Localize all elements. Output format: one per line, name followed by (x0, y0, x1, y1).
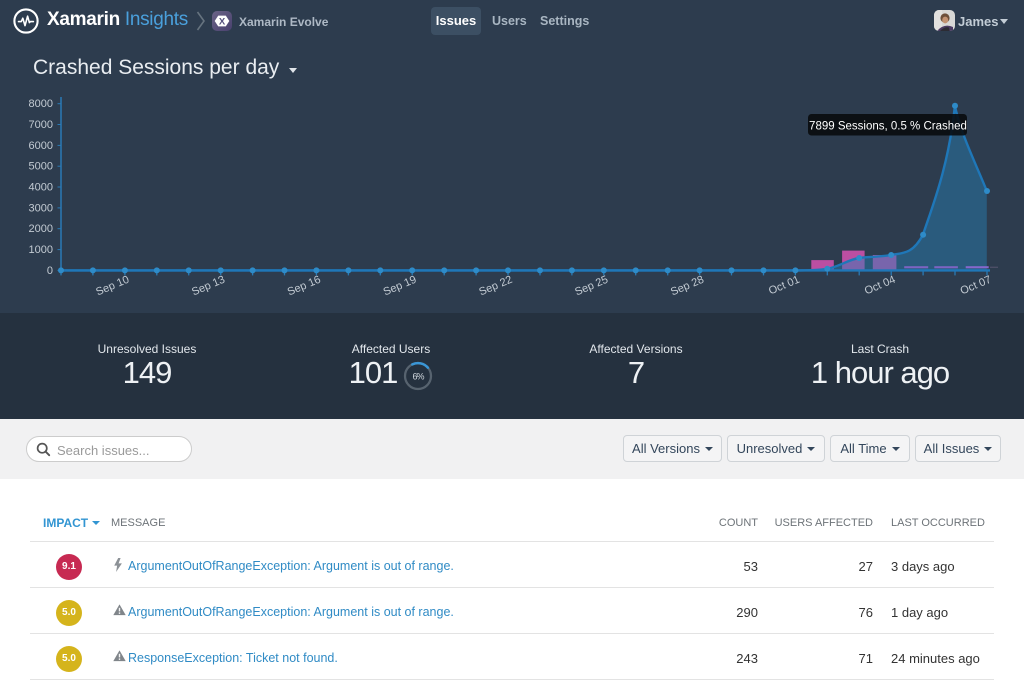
svg-text:6000: 6000 (29, 140, 53, 152)
svg-text:5000: 5000 (29, 161, 53, 173)
svg-text:7000: 7000 (29, 119, 53, 131)
svg-text:Sep 19: Sep 19 (382, 274, 419, 299)
svg-text:3000: 3000 (29, 202, 53, 214)
svg-text:0: 0 (47, 265, 53, 277)
svg-text:Sep 10: Sep 10 (94, 274, 131, 299)
svg-text:X: X (219, 17, 226, 28)
svg-text:2000: 2000 (29, 223, 53, 235)
svg-text:Sep 28: Sep 28 (669, 274, 706, 299)
svg-text:1000: 1000 (29, 244, 53, 256)
svg-text:7899 Sessions, 0.5 % Crashed: 7899 Sessions, 0.5 % Crashed (809, 121, 967, 133)
svg-text:Sep 22: Sep 22 (477, 274, 514, 299)
svg-text:8000: 8000 (29, 98, 53, 110)
svg-text:Oct 04: Oct 04 (863, 274, 898, 298)
svg-text:Oct 07: Oct 07 (959, 274, 994, 298)
svg-text:Sep 13: Sep 13 (190, 274, 227, 299)
svg-text:Oct 01: Oct 01 (767, 274, 802, 298)
svg-text:Sep 16: Sep 16 (286, 274, 323, 299)
svg-text:6%: 6% (413, 372, 425, 382)
svg-text:Sep 25: Sep 25 (573, 274, 610, 299)
svg-text:4000: 4000 (29, 182, 53, 194)
